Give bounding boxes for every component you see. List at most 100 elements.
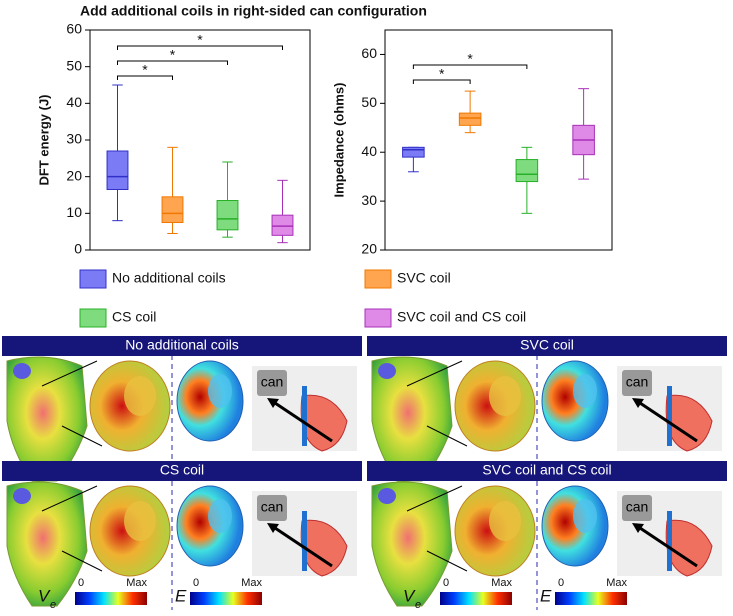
colorbar-min: 0 xyxy=(443,577,449,589)
torso xyxy=(6,481,88,607)
colorbar xyxy=(440,592,512,605)
legend-label: No additional coils xyxy=(112,270,226,286)
can-marker xyxy=(13,488,31,504)
colorbar-symbol: E xyxy=(540,586,552,605)
y-axis-label: Impedance (ohms) xyxy=(331,83,346,198)
can-box xyxy=(257,495,287,521)
colorbar-min: 0 xyxy=(193,577,199,589)
panel-title: SVC coil xyxy=(520,337,574,353)
y-tick-label: 30 xyxy=(361,192,377,208)
significance-label: * xyxy=(170,47,176,63)
can-box xyxy=(622,370,652,396)
heart-cavity xyxy=(573,374,597,408)
panel-title: CS coil xyxy=(160,462,204,478)
legend-swatch xyxy=(79,308,107,328)
y-tick-label: 20 xyxy=(66,167,82,183)
can-label: can xyxy=(261,499,284,515)
legend-label: SVC coil and CS coil xyxy=(397,309,526,325)
y-tick-label: 60 xyxy=(361,45,377,61)
significance-label: * xyxy=(142,62,148,78)
field-arrow xyxy=(271,399,333,443)
pointer xyxy=(61,425,103,447)
box xyxy=(216,200,239,231)
colorbar xyxy=(555,592,627,605)
arrow-head xyxy=(632,398,644,408)
arrow-head xyxy=(632,523,644,533)
y-tick-label: 40 xyxy=(66,94,82,110)
torso xyxy=(371,356,453,482)
can-marker xyxy=(378,488,396,504)
colorbar-symbol: V xyxy=(403,586,416,605)
heart-cavity xyxy=(489,376,521,416)
colorbar-max: Max xyxy=(606,577,627,589)
significance-label: * xyxy=(467,51,473,67)
significance-bracket xyxy=(412,79,471,84)
colorbar-max: Max xyxy=(491,577,512,589)
colorbar-max: Max xyxy=(241,577,262,589)
panel-header xyxy=(367,461,727,481)
figure-title: Add additional coils in right-sided can … xyxy=(80,3,427,19)
can-marker xyxy=(378,363,396,379)
legend-swatch xyxy=(364,308,392,328)
heart-cavity xyxy=(489,501,521,541)
significance-bracket xyxy=(117,75,173,80)
lead xyxy=(667,511,672,571)
can-label: can xyxy=(626,374,649,390)
panel-header xyxy=(2,461,362,481)
heart-cavity xyxy=(208,499,232,533)
heart-view xyxy=(541,485,609,567)
pointer xyxy=(41,485,98,512)
y-tick-label: 60 xyxy=(66,21,82,37)
y-tick-label: 10 xyxy=(66,204,82,220)
field-arrow xyxy=(271,524,333,568)
pointer xyxy=(41,360,98,387)
colorbar-min: 0 xyxy=(558,577,564,589)
heart-cavity xyxy=(124,501,156,541)
y-axis-label: DFT energy (J) xyxy=(36,94,51,185)
can-box xyxy=(257,370,287,396)
pointer xyxy=(61,550,103,572)
field-arrow xyxy=(636,399,698,443)
can-label: can xyxy=(626,499,649,515)
significance-bracket xyxy=(117,60,228,65)
y-tick-label: 20 xyxy=(361,241,377,257)
colorbar xyxy=(75,592,147,605)
torso xyxy=(371,481,453,607)
heart-view xyxy=(176,485,244,567)
torso xyxy=(6,356,88,482)
y-tick-label: 0 xyxy=(74,241,82,257)
arrow-head xyxy=(267,523,279,533)
colorbar-symbol: E xyxy=(175,586,187,605)
legend-swatch xyxy=(364,269,392,289)
box xyxy=(161,196,184,223)
box xyxy=(515,159,539,183)
legend-swatch xyxy=(79,269,107,289)
pointer xyxy=(406,485,463,512)
significance-bracket xyxy=(117,45,283,50)
can-marker xyxy=(13,363,31,379)
heart-view xyxy=(541,360,609,442)
colorbar xyxy=(190,592,262,605)
lead xyxy=(667,386,672,446)
significance-bracket xyxy=(412,64,528,69)
box xyxy=(271,214,294,236)
field-arrow xyxy=(636,524,698,568)
colorbar-subscript: e xyxy=(415,599,421,611)
pointer xyxy=(406,360,463,387)
colorbar-min: 0 xyxy=(78,577,84,589)
heart-cavity xyxy=(573,499,597,533)
colorbar-subscript: e xyxy=(50,599,56,611)
y-tick-label: 30 xyxy=(66,131,82,147)
panel-title: SVC coil and CS coil xyxy=(482,462,611,478)
lead xyxy=(302,386,307,446)
panel-title: No additional coils xyxy=(125,337,239,353)
box xyxy=(402,146,425,158)
heart-cavity xyxy=(208,374,232,408)
panel-header xyxy=(367,336,727,356)
y-tick-label: 50 xyxy=(361,94,377,110)
legend-label: SVC coil xyxy=(397,270,451,286)
colorbar-max: Max xyxy=(126,577,147,589)
colorbar-symbol: V xyxy=(38,586,51,605)
y-tick-label: 50 xyxy=(66,57,82,73)
